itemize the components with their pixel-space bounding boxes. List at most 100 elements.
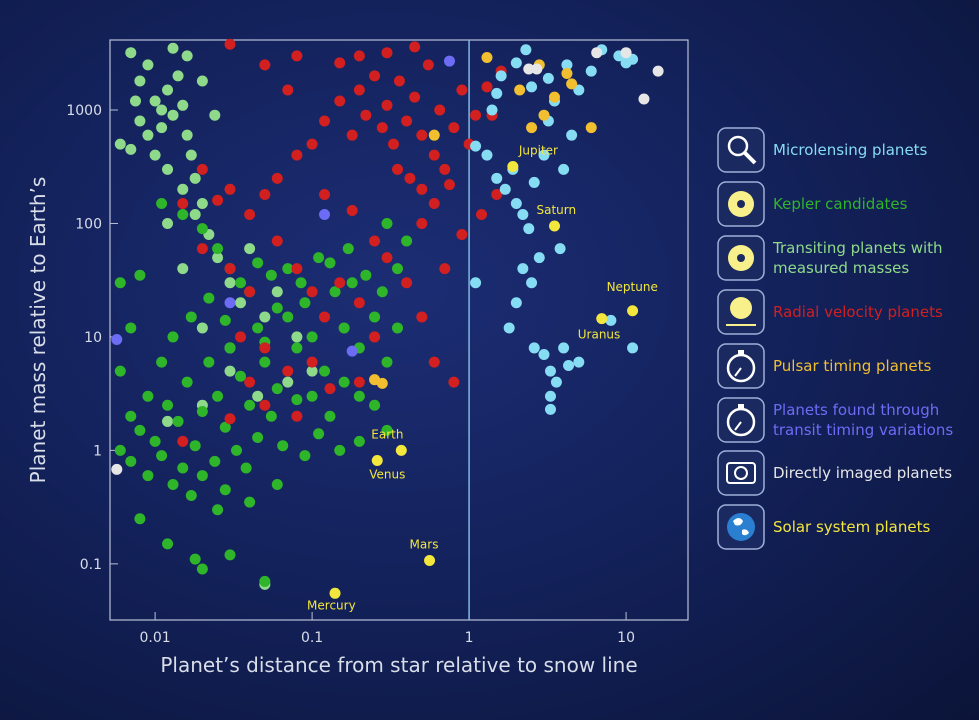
point bbox=[652, 65, 664, 77]
point bbox=[259, 342, 271, 354]
point bbox=[456, 228, 468, 240]
point bbox=[443, 179, 455, 191]
point bbox=[573, 84, 585, 96]
point bbox=[563, 360, 575, 372]
point bbox=[259, 189, 271, 201]
point bbox=[235, 370, 247, 382]
point bbox=[520, 44, 532, 56]
point bbox=[381, 47, 393, 59]
point bbox=[401, 277, 413, 289]
point bbox=[196, 75, 208, 87]
point bbox=[185, 311, 197, 323]
point bbox=[369, 70, 381, 82]
point bbox=[334, 277, 346, 289]
point bbox=[212, 504, 224, 516]
point bbox=[542, 72, 554, 84]
point bbox=[510, 297, 522, 309]
point bbox=[544, 365, 556, 377]
point bbox=[369, 399, 381, 411]
point bbox=[224, 413, 236, 425]
point bbox=[291, 263, 303, 275]
planet-label: Neptune bbox=[607, 280, 658, 294]
point bbox=[291, 331, 303, 343]
point bbox=[282, 263, 294, 275]
point bbox=[369, 311, 381, 323]
planet-label: Mars bbox=[410, 538, 439, 552]
point bbox=[495, 70, 507, 82]
point bbox=[196, 563, 208, 575]
point bbox=[129, 95, 141, 107]
point bbox=[224, 263, 236, 275]
point bbox=[271, 383, 283, 395]
point bbox=[282, 84, 294, 96]
point bbox=[196, 163, 208, 175]
point bbox=[203, 356, 215, 368]
point bbox=[162, 217, 174, 229]
point bbox=[196, 470, 208, 482]
y-tick-label: 10 bbox=[84, 330, 102, 346]
point bbox=[342, 243, 354, 255]
point bbox=[291, 394, 303, 406]
point bbox=[526, 122, 538, 134]
y-axis-label: Planet mass relative to Earth’s bbox=[26, 177, 50, 484]
point bbox=[224, 38, 236, 50]
point bbox=[111, 463, 123, 475]
point bbox=[338, 322, 350, 334]
point bbox=[252, 322, 264, 334]
point bbox=[627, 342, 639, 354]
point bbox=[422, 59, 434, 71]
point bbox=[360, 109, 372, 121]
point bbox=[299, 450, 311, 462]
point bbox=[306, 390, 318, 402]
point bbox=[134, 75, 146, 87]
point bbox=[434, 104, 446, 116]
planet-label: Venus bbox=[369, 467, 405, 481]
point bbox=[319, 115, 331, 127]
point bbox=[224, 297, 236, 309]
point bbox=[470, 140, 482, 152]
point bbox=[544, 403, 556, 415]
point bbox=[196, 243, 208, 255]
point bbox=[585, 122, 597, 134]
point bbox=[156, 104, 168, 116]
point bbox=[514, 84, 526, 96]
point bbox=[481, 149, 493, 161]
point bbox=[531, 63, 543, 75]
point bbox=[181, 129, 193, 141]
point bbox=[125, 410, 137, 422]
point bbox=[306, 331, 318, 343]
point bbox=[346, 129, 358, 141]
point bbox=[181, 376, 193, 388]
point bbox=[134, 269, 146, 281]
point bbox=[244, 376, 256, 388]
point bbox=[428, 149, 440, 161]
point bbox=[114, 444, 126, 456]
point bbox=[517, 208, 529, 220]
point bbox=[329, 587, 341, 599]
point bbox=[620, 57, 632, 69]
point bbox=[114, 277, 126, 289]
point bbox=[162, 399, 174, 411]
point bbox=[224, 342, 236, 354]
point bbox=[376, 122, 388, 134]
point bbox=[526, 81, 538, 93]
point bbox=[448, 122, 460, 134]
point bbox=[224, 183, 236, 195]
point bbox=[528, 342, 540, 354]
point bbox=[306, 138, 318, 150]
point bbox=[149, 95, 161, 107]
point bbox=[185, 490, 197, 502]
point bbox=[172, 415, 184, 427]
point bbox=[491, 189, 503, 201]
point bbox=[476, 208, 488, 220]
point bbox=[291, 342, 303, 354]
point bbox=[209, 455, 221, 467]
point bbox=[244, 208, 256, 220]
point bbox=[481, 52, 493, 64]
point bbox=[224, 549, 236, 561]
point bbox=[185, 149, 197, 161]
point bbox=[219, 314, 231, 326]
point bbox=[334, 57, 346, 69]
point bbox=[181, 50, 193, 62]
